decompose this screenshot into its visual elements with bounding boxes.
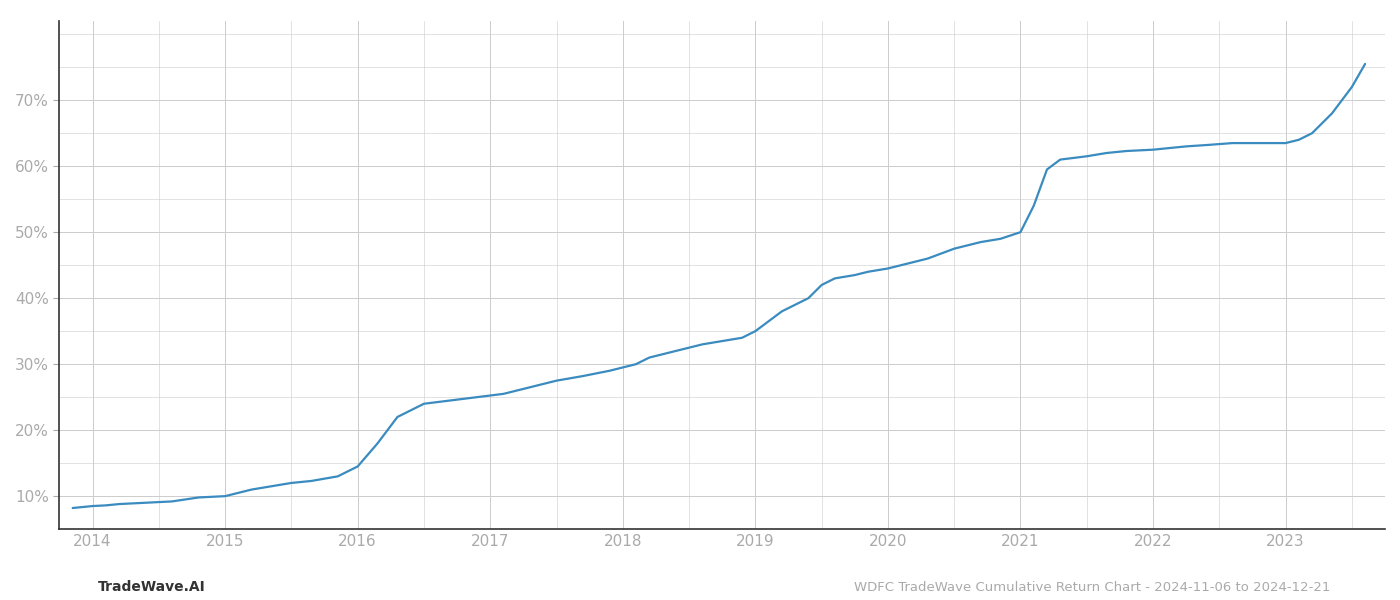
Text: TradeWave.AI: TradeWave.AI bbox=[98, 580, 206, 594]
Text: WDFC TradeWave Cumulative Return Chart - 2024-11-06 to 2024-12-21: WDFC TradeWave Cumulative Return Chart -… bbox=[854, 581, 1330, 594]
